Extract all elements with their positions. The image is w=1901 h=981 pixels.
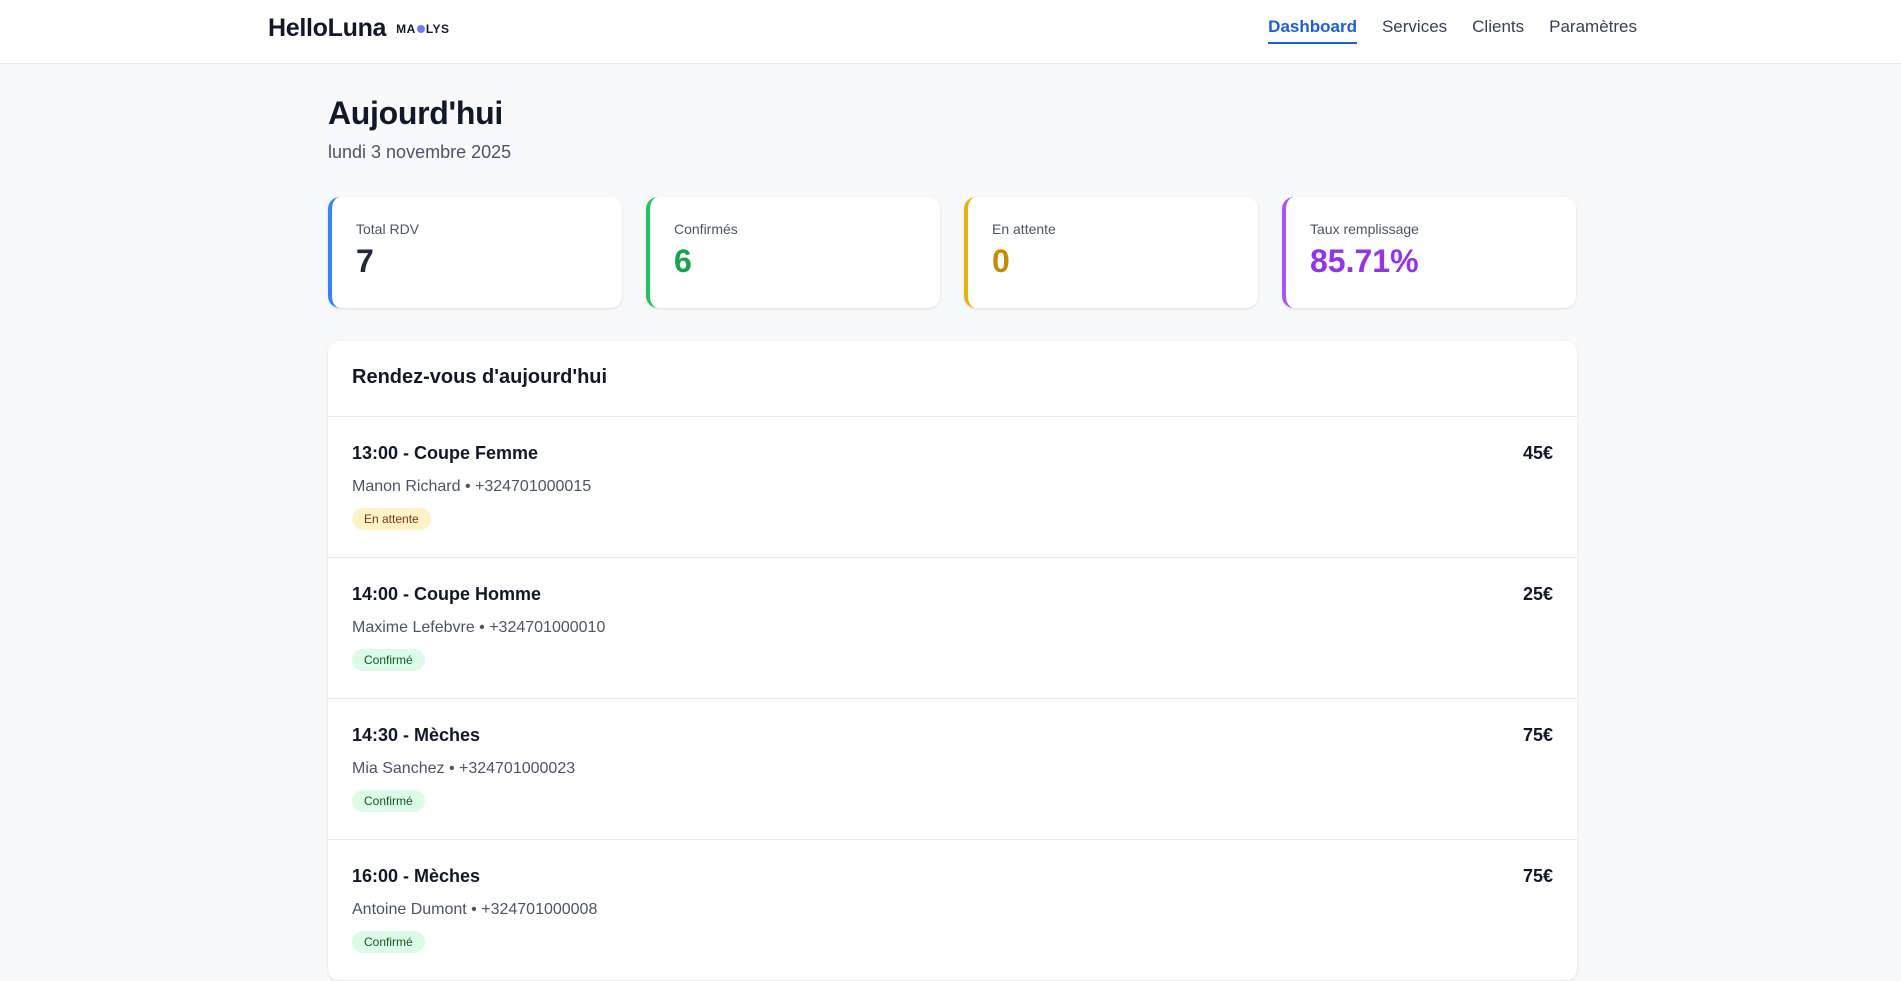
stat-card-total: Total RDV 7	[328, 197, 622, 308]
stat-label: Total RDV	[356, 221, 420, 237]
appointment-title: 16:00 - Mèches	[352, 866, 481, 886]
appointment-row[interactable]: 14:30 - Mèches 75€ Mia Sanchez • +324701…	[328, 699, 1577, 840]
appointment-client: Mia Sanchez • +324701000023	[352, 760, 576, 777]
partner-logo-text-right: LYS	[425, 21, 450, 36]
appointments-panel: Rendez-vous d'aujourd'hui 13:00 - Coupe …	[328, 341, 1577, 981]
stat-value: 6	[674, 243, 692, 279]
partner-logo-text-left: MA	[396, 21, 416, 36]
brand-logo[interactable]: HelloLuna MA LYS	[268, 14, 450, 43]
appointment-title: 13:00 - Coupe Femme	[352, 443, 539, 463]
partner-logo: MA LYS	[396, 22, 449, 36]
appointment-price: 25€	[1522, 584, 1553, 604]
top-navigation-bar: HelloLuna MA LYS Dashboard Services Clien…	[0, 0, 1901, 64]
partner-logo-dot-icon	[416, 24, 425, 33]
status-badge: Confirmé	[352, 931, 425, 953]
stats-row: Total RDV 7 Confirmés 6 En attente 0 Tau…	[328, 197, 1577, 308]
stat-label: Taux remplissage	[1310, 221, 1419, 237]
appointment-price: 75€	[1522, 725, 1553, 745]
nav-link-parametres[interactable]: Paramètres	[1549, 17, 1637, 36]
main-nav: Dashboard Services Clients Paramètres	[1268, 17, 1637, 44]
status-badge: Confirmé	[352, 790, 425, 812]
appointment-client: Antoine Dumont • +324701000008	[352, 901, 598, 918]
nav-link-dashboard[interactable]: Dashboard	[1268, 17, 1357, 44]
appointment-client: Maxime Lefebvre • +324701000010	[352, 619, 606, 636]
appointment-price: 45€	[1522, 443, 1553, 463]
stat-value: 7	[356, 243, 374, 279]
appointment-row[interactable]: 13:00 - Coupe Femme 45€ Manon Richard • …	[328, 417, 1577, 558]
stat-card-pending: En attente 0	[964, 197, 1258, 308]
brand-name: HelloLuna	[268, 14, 387, 42]
appointment-title: 14:30 - Mèches	[352, 725, 481, 745]
appointment-price: 75€	[1522, 866, 1553, 886]
status-badge: En attente	[352, 508, 431, 530]
status-badge: Confirmé	[352, 649, 425, 671]
page-title: Aujourd'hui	[328, 95, 503, 131]
appointment-client: Manon Richard • +324701000015	[352, 478, 592, 495]
stat-card-confirmed: Confirmés 6	[646, 197, 940, 308]
nav-link-clients[interactable]: Clients	[1472, 17, 1525, 36]
nav-link-services[interactable]: Services	[1381, 17, 1448, 36]
stat-label: En attente	[992, 221, 1056, 237]
appointment-row[interactable]: 14:00 - Coupe Homme 25€ Maxime Lefebvre …	[328, 558, 1577, 699]
stat-value: 0	[992, 243, 1010, 279]
stat-card-fill-rate: Taux remplissage 85.71%	[1282, 197, 1576, 308]
main-content: Aujourd'hui lundi 3 novembre 2025 Total …	[328, 64, 1577, 981]
page-date: lundi 3 novembre 2025	[328, 142, 512, 162]
appointment-row[interactable]: 16:00 - Mèches 75€ Antoine Dumont • +324…	[328, 840, 1577, 981]
stat-value: 85.71%	[1310, 243, 1419, 279]
appointment-title: 14:00 - Coupe Homme	[352, 584, 542, 604]
appointments-heading: Rendez-vous d'aujourd'hui	[328, 341, 1577, 417]
stat-label: Confirmés	[674, 221, 738, 237]
